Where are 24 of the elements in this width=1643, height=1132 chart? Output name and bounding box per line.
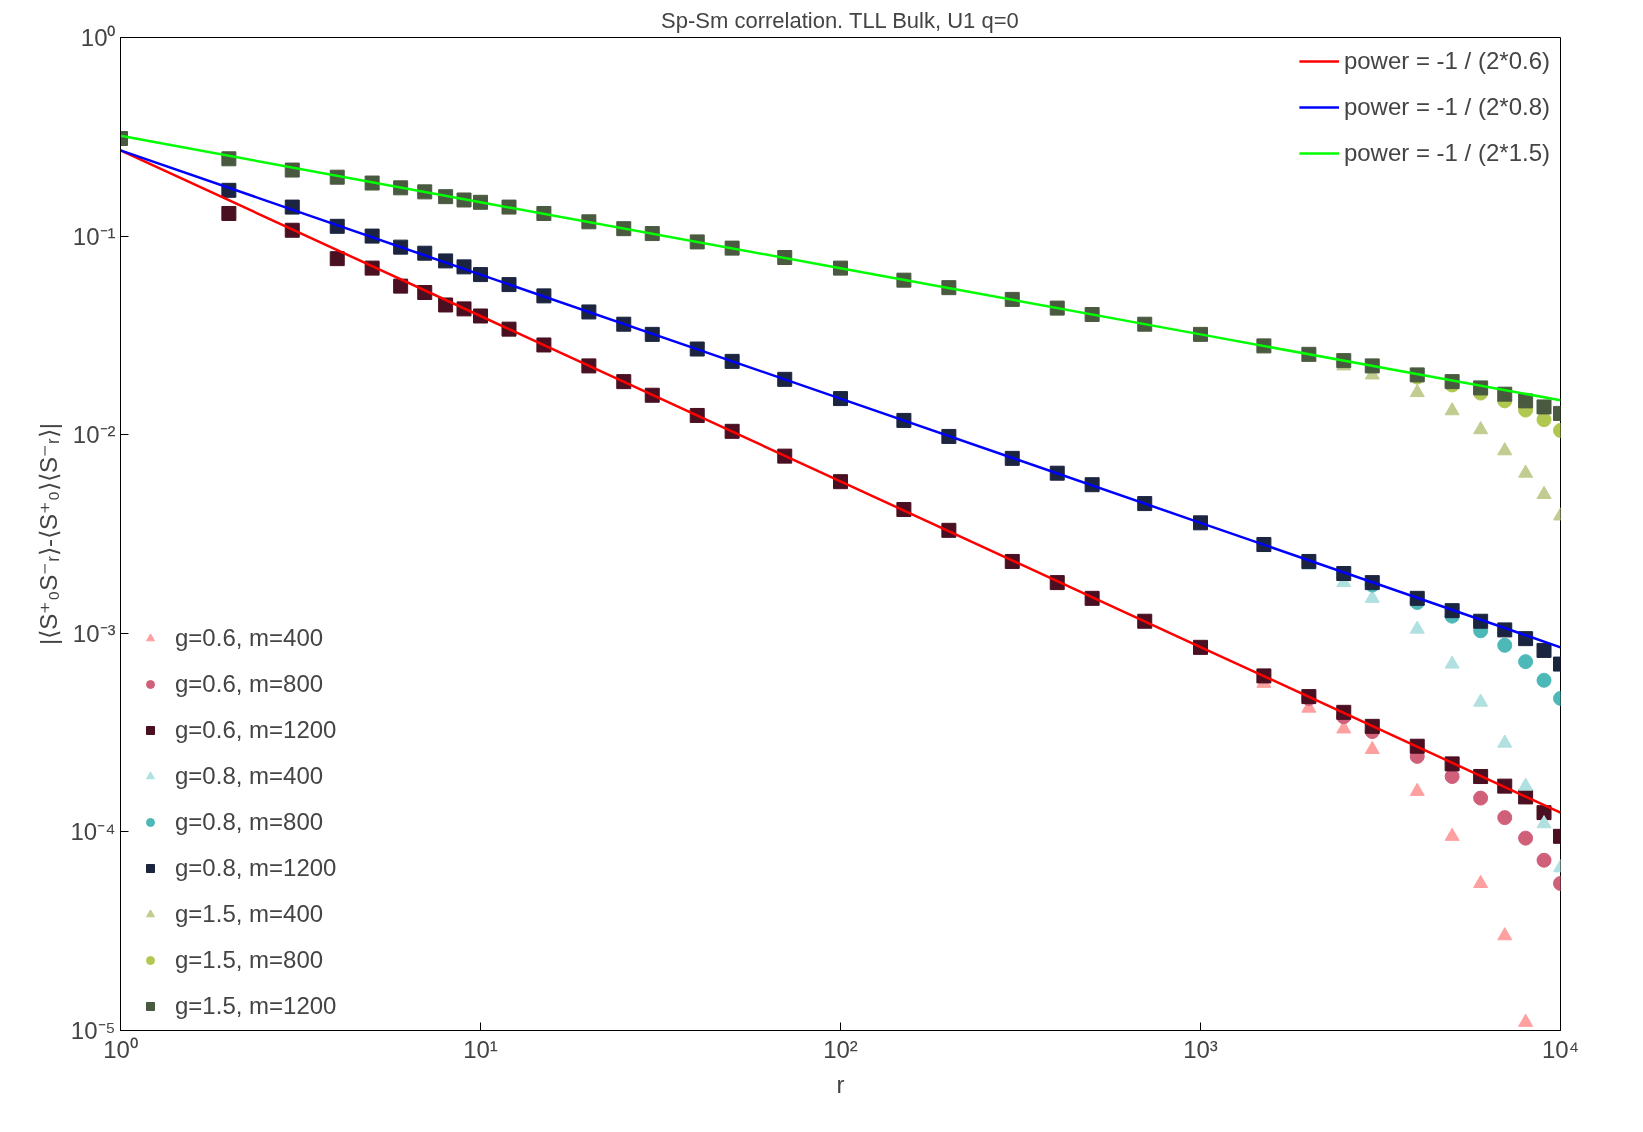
legend-label: g=0.6, m=1200 (175, 716, 337, 744)
chart-title: Sp-Sm correlation. TLL Bulk, U1 q=0 (661, 7, 1019, 33)
x-tick-label: 10² (823, 1035, 858, 1063)
x-tick-label: 10¹ (463, 1035, 498, 1063)
y-tick-label: 10⁻¹ (72, 222, 116, 250)
y-axis-title: |⟨S⁺₀S⁻ᵣ⟩-⟨S⁺₀⟩⟨S⁻ᵣ⟩| (35, 423, 63, 645)
legend-label: g=0.6, m=400 (175, 624, 324, 652)
x-tick-label: 10³ (1183, 1035, 1218, 1063)
legend-label: power = -1 / (2*0.6) (1343, 47, 1550, 75)
y-tick-label: 10⁻² (72, 421, 116, 449)
legend-label: g=0.8, m=400 (175, 762, 324, 790)
y-tick-label: 10⁻⁴ (70, 818, 116, 846)
legend-label: power = -1 / (2*0.8) (1343, 93, 1550, 121)
y-tick-label: 10⁰ (80, 24, 116, 51)
legend-label: g=1.5, m=800 (175, 946, 324, 974)
legend-label: g=0.8, m=800 (175, 808, 324, 836)
legend-label: g=1.5, m=400 (175, 900, 324, 928)
legend-label: g=0.8, m=1200 (175, 854, 337, 882)
x-axis-title: r (836, 1070, 845, 1098)
x-tick-label: 10⁴ (1542, 1035, 1580, 1063)
legend-label: power = -1 / (2*1.5) (1343, 139, 1550, 167)
y-tick-label: 10⁻³ (72, 619, 116, 647)
legend-label: g=0.6, m=800 (175, 670, 324, 698)
legend-label: g=1.5, m=1200 (175, 992, 337, 1020)
